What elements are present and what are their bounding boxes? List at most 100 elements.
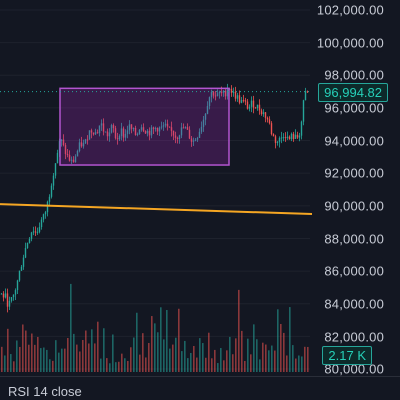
candle-body bbox=[178, 135, 181, 139]
volume-bar bbox=[4, 355, 6, 372]
price-tick: 80,000.00 bbox=[324, 361, 384, 377]
volume-bar bbox=[43, 347, 45, 372]
volume-bar bbox=[295, 358, 297, 372]
price-tick: 98,000.00 bbox=[324, 67, 384, 83]
volume-bar bbox=[13, 361, 15, 372]
candle-body bbox=[190, 138, 193, 142]
candle-body bbox=[302, 100, 305, 122]
volume-bar bbox=[79, 351, 81, 372]
volume-bar bbox=[100, 358, 102, 372]
candle-body bbox=[154, 128, 157, 130]
candle-body bbox=[46, 201, 49, 213]
candle-body bbox=[34, 231, 37, 233]
volume-bar bbox=[142, 333, 144, 372]
volume-bar bbox=[184, 340, 186, 372]
candle-body bbox=[22, 257, 25, 267]
candle-body bbox=[106, 131, 109, 137]
candle-body bbox=[72, 159, 75, 163]
candle-body bbox=[64, 145, 67, 154]
volume-bar bbox=[139, 354, 141, 372]
candle-body bbox=[146, 130, 149, 134]
range-box bbox=[59, 87, 230, 166]
candle-body bbox=[208, 97, 211, 107]
volume-bar bbox=[52, 360, 54, 372]
volume-bar bbox=[109, 363, 111, 372]
candle-body bbox=[42, 214, 45, 220]
candle-body bbox=[156, 128, 159, 132]
rsi-indicator-label[interactable]: RSI 14 close bbox=[8, 384, 82, 399]
candle-body bbox=[188, 129, 191, 139]
volume-bar bbox=[7, 328, 9, 372]
volume-bar bbox=[259, 359, 261, 372]
candle-body bbox=[286, 136, 289, 139]
candle-body bbox=[160, 126, 163, 128]
candle-body bbox=[214, 95, 217, 97]
candle-body bbox=[184, 127, 187, 129]
candle-body bbox=[210, 92, 213, 98]
candle-body bbox=[20, 266, 23, 271]
volume-bar bbox=[268, 350, 270, 372]
candle-body bbox=[38, 227, 41, 232]
candle-body bbox=[258, 104, 261, 111]
volume-bar bbox=[193, 345, 195, 372]
candle-body bbox=[272, 134, 275, 137]
candle-body bbox=[16, 280, 19, 291]
volume-bar bbox=[283, 332, 285, 372]
volume-bar bbox=[289, 307, 291, 372]
candle-body bbox=[284, 137, 287, 139]
volume-bar bbox=[94, 343, 96, 372]
candle-body bbox=[120, 128, 123, 137]
candle-body bbox=[150, 127, 153, 136]
price-tick: 96,000.00 bbox=[324, 100, 384, 116]
candle-body bbox=[196, 137, 199, 140]
candle-body bbox=[172, 130, 175, 136]
volume-bar bbox=[172, 344, 174, 372]
candle-body bbox=[202, 119, 205, 127]
candle-body bbox=[182, 127, 185, 129]
candle-body bbox=[10, 297, 13, 301]
candle-body bbox=[244, 100, 247, 102]
candle-body bbox=[12, 294, 15, 298]
volume-bar bbox=[130, 347, 132, 372]
volume-bar bbox=[112, 334, 114, 372]
volume-bar bbox=[232, 354, 234, 372]
volume-bar bbox=[58, 352, 60, 372]
volume-bar bbox=[217, 363, 219, 372]
last-volume-badge: 2.17 K bbox=[322, 346, 372, 365]
candle-body bbox=[142, 127, 145, 132]
candle-body bbox=[8, 300, 11, 307]
candle-body bbox=[288, 136, 291, 140]
volume-bar bbox=[73, 333, 75, 372]
volume-bar bbox=[133, 337, 135, 372]
price-tick: 100,000.00 bbox=[316, 35, 384, 51]
candle-body bbox=[268, 119, 271, 124]
volume-bar bbox=[226, 350, 228, 372]
volume-bar bbox=[187, 358, 189, 372]
volume-bar bbox=[166, 309, 168, 372]
volume-bar bbox=[67, 337, 69, 372]
candle-body bbox=[164, 123, 167, 126]
candle-body bbox=[266, 117, 269, 120]
candle-body bbox=[180, 127, 183, 136]
volume-bar bbox=[205, 357, 207, 372]
candle-body bbox=[128, 124, 131, 131]
volume-bar bbox=[262, 342, 264, 372]
candle-body bbox=[98, 125, 101, 134]
volume-bar bbox=[64, 348, 66, 372]
price-tick: 92,000.00 bbox=[324, 165, 384, 181]
candle-body bbox=[32, 231, 35, 233]
candle-body bbox=[170, 127, 173, 131]
price-tick: 90,000.00 bbox=[324, 198, 384, 214]
candle-body bbox=[262, 112, 265, 115]
pane-divider[interactable] bbox=[0, 376, 400, 377]
volume-bar bbox=[280, 323, 282, 372]
candle-body bbox=[40, 219, 43, 228]
volume-bar bbox=[10, 354, 12, 372]
candle-body bbox=[118, 136, 121, 140]
candle-body bbox=[166, 123, 169, 127]
candle-body bbox=[112, 125, 115, 129]
candle-body bbox=[204, 113, 207, 120]
candle-body bbox=[126, 130, 129, 134]
